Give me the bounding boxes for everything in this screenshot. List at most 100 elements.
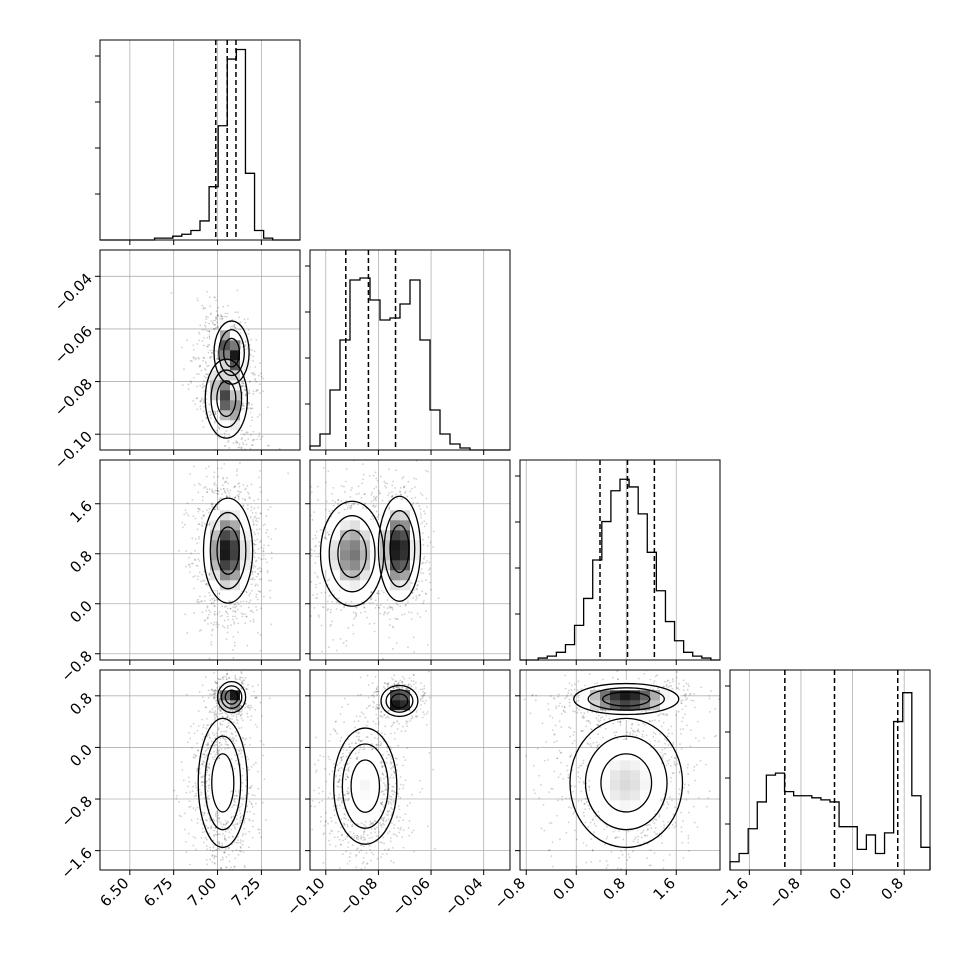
density-cell xyxy=(240,520,251,531)
density-cell xyxy=(600,810,611,821)
contour-ring xyxy=(204,735,242,831)
density-cell xyxy=(360,570,371,581)
density-cell xyxy=(400,520,411,531)
density-cell xyxy=(400,590,411,601)
contour-ring xyxy=(210,369,243,428)
density-cell xyxy=(200,540,211,551)
histogram-bin xyxy=(921,847,930,870)
x-tick-label: 7.25 xyxy=(228,874,264,910)
density-cell xyxy=(350,510,361,521)
density-cell xyxy=(350,760,361,771)
density-cell xyxy=(620,810,631,821)
histogram-bin xyxy=(812,798,821,870)
density-cell xyxy=(630,790,641,801)
contour-lines xyxy=(202,497,254,604)
histogram-bin xyxy=(565,645,574,660)
density-cell xyxy=(350,520,361,531)
density-cell xyxy=(210,760,221,771)
density-cell xyxy=(590,790,601,801)
histogram-bin xyxy=(430,410,440,450)
histogram-bin xyxy=(766,775,775,870)
x-tick-label: −0.8 xyxy=(765,874,803,912)
density-cell xyxy=(220,500,231,511)
scatter-panel-p2-p3: −0.8 0.0 0.8 1.6 xyxy=(491,669,721,913)
histogram-bin xyxy=(380,320,390,450)
density-cell xyxy=(390,540,401,551)
density-cell xyxy=(410,530,421,541)
density-cell xyxy=(320,560,331,571)
density-cell xyxy=(390,570,401,581)
density-cell xyxy=(600,740,611,751)
panel-frame xyxy=(309,459,511,661)
density-cell xyxy=(610,790,621,801)
density-cell xyxy=(360,770,371,781)
x-tick-label: 6.50 xyxy=(96,874,132,910)
density-cell xyxy=(590,690,601,701)
density-cell xyxy=(590,750,601,761)
density-cell xyxy=(660,770,671,781)
histogram-bin xyxy=(255,230,264,240)
density-cell xyxy=(330,530,341,541)
histogram-bin xyxy=(638,514,647,660)
density-cell xyxy=(320,550,331,561)
density-cell xyxy=(210,560,221,571)
density-cell xyxy=(210,770,221,781)
density-cell xyxy=(600,750,611,761)
density-cell xyxy=(340,550,351,561)
density-cell xyxy=(350,550,361,561)
x-tick-label: −1.6 xyxy=(714,874,752,912)
contour-ring xyxy=(224,689,239,705)
density-cell xyxy=(210,540,221,551)
density-cell xyxy=(220,380,231,391)
contour-ring xyxy=(220,685,243,709)
panel-frame xyxy=(99,669,301,871)
contour-ring xyxy=(223,337,241,368)
density-cell xyxy=(600,770,611,781)
scatter-panel-p1-p2 xyxy=(305,459,511,665)
contour-ring xyxy=(333,727,398,845)
density-cell xyxy=(640,700,651,711)
density-cell xyxy=(350,590,361,601)
density-cell xyxy=(220,420,231,431)
density-layer xyxy=(523,670,720,870)
density-cell xyxy=(380,690,391,701)
density-cell xyxy=(230,590,241,601)
density-cell xyxy=(380,700,391,711)
density-cell xyxy=(220,540,231,551)
density-cell xyxy=(360,590,371,601)
histogram-bin xyxy=(611,491,620,660)
density-cell xyxy=(340,540,351,551)
density-cell xyxy=(230,690,241,701)
density-cell xyxy=(220,330,231,341)
density-cell xyxy=(230,540,241,551)
histogram-bin xyxy=(330,390,340,450)
density-cell xyxy=(640,800,651,811)
density-cell xyxy=(610,760,621,771)
histogram-bin xyxy=(629,487,638,660)
density-cell xyxy=(400,510,411,521)
density-cell xyxy=(650,770,661,781)
contour-ring xyxy=(383,510,416,588)
density-cell xyxy=(350,790,361,801)
density-cell xyxy=(210,780,221,791)
y-tick-label: 0.8 xyxy=(66,689,96,719)
density-cell xyxy=(410,570,421,581)
contour-ring xyxy=(569,717,684,849)
density-cell xyxy=(220,770,231,781)
density-cell xyxy=(620,760,631,771)
density-cell xyxy=(620,780,631,791)
contour-lines xyxy=(319,495,422,607)
y-tick-label: 0.8 xyxy=(66,547,96,577)
density-cell xyxy=(230,410,241,421)
histogram-bin xyxy=(875,854,884,870)
density-cell xyxy=(380,520,391,531)
density-cell xyxy=(410,700,421,711)
x-tick-label: −0.8 xyxy=(491,874,529,912)
contour-ring xyxy=(601,691,651,707)
density-cell xyxy=(400,570,411,581)
density-cell xyxy=(240,580,251,591)
histogram-bin xyxy=(410,280,420,450)
density-cell xyxy=(640,760,651,771)
density-cell xyxy=(650,780,661,791)
histogram-bin xyxy=(885,833,894,870)
